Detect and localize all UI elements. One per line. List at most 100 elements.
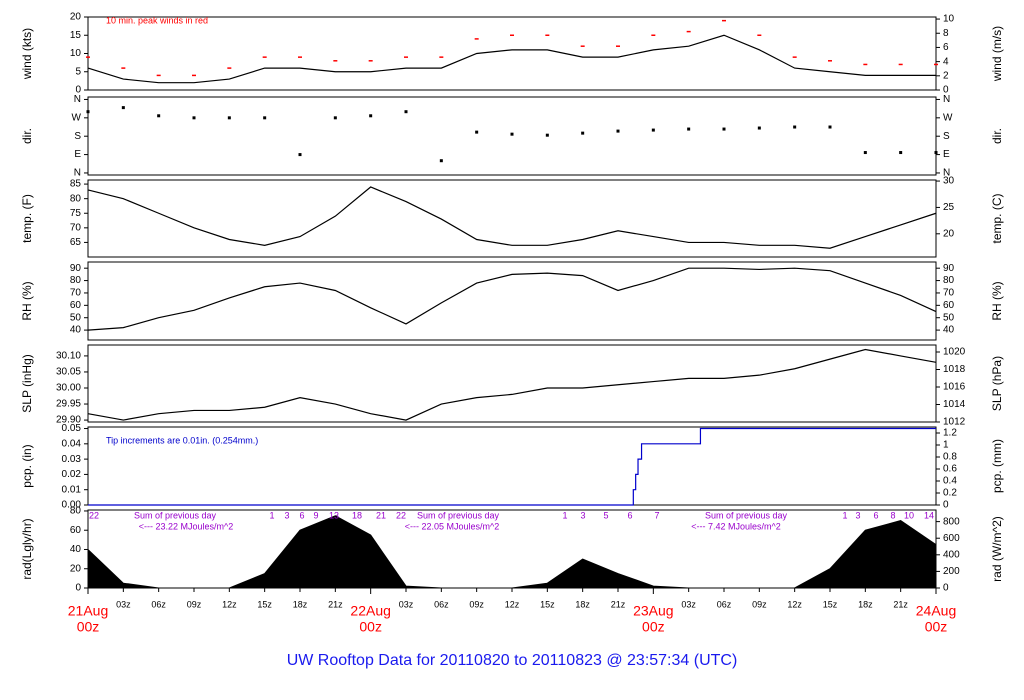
- day-date-label: 23Aug: [633, 603, 673, 619]
- y2-axis-label: rad (W/m^2): [990, 516, 1004, 582]
- dir-point: [687, 127, 691, 131]
- hour-label: 6: [299, 510, 304, 520]
- day-hour-label: 00z: [925, 619, 948, 635]
- hour-label: 7: [654, 510, 659, 520]
- dir-point: [298, 153, 302, 157]
- panel-frame: [87, 344, 937, 423]
- y-axis-label: SLP (inHg): [20, 354, 34, 412]
- x-tick-label: 12z: [505, 599, 520, 609]
- y-tick-label: 0.6: [943, 464, 957, 475]
- y-tick-label: 85: [70, 179, 82, 190]
- y-tick-label: 0.05: [62, 423, 82, 434]
- hour-label: 3: [284, 510, 289, 520]
- y-tick-label: 70: [70, 222, 82, 233]
- y-tick-label: 30: [943, 176, 955, 187]
- hour-label: 21: [376, 510, 386, 520]
- y-axis-label: dir.: [20, 128, 34, 144]
- x-tick-label: 21z: [611, 599, 626, 609]
- y-axis-label: pcp. (in): [20, 444, 34, 487]
- hour-label: 1: [842, 510, 847, 520]
- panel-frame: [87, 16, 937, 91]
- x-tick-label: 06z: [434, 599, 449, 609]
- y-tick-label: 80: [70, 193, 82, 204]
- x-tick-label: 09z: [752, 599, 767, 609]
- daily-sum-label: Sum of previous day: [134, 510, 217, 520]
- y-tick-label: 4: [943, 56, 949, 67]
- y-tick-label: 0: [943, 85, 949, 96]
- y-tick-label: 1018: [943, 364, 966, 375]
- y-axis-label: temp. (F): [20, 194, 34, 243]
- y2-axis-label: wind (m/s): [990, 26, 1004, 82]
- page-title: UW Rooftop Data for 20110820 to 20110823…: [287, 652, 738, 669]
- x-tick-label: 06z: [151, 599, 166, 609]
- series-line: [87, 348, 937, 421]
- y2-axis-label: dir.: [990, 128, 1004, 144]
- y-tick-label: S: [943, 131, 950, 142]
- y-tick-label: 80: [943, 275, 955, 286]
- dir-point: [616, 129, 620, 133]
- y-tick-label: 1.2: [943, 428, 957, 439]
- y-tick-label: 30.10: [56, 351, 81, 362]
- y-tick-label: 25: [943, 202, 955, 213]
- hour-label: 10: [904, 510, 914, 520]
- y-tick-label: 60: [70, 525, 82, 536]
- day-date-label: 21Aug: [68, 603, 108, 619]
- series-line: [87, 267, 937, 331]
- x-tick-label: 15z: [257, 599, 272, 609]
- y-tick-label: 10: [70, 48, 82, 59]
- panel-frame: [87, 96, 937, 176]
- x-tick-label: 09z: [187, 599, 202, 609]
- dir-point: [722, 127, 726, 131]
- y-tick-label: N: [943, 94, 950, 105]
- y-tick-label: 0: [75, 583, 81, 594]
- hour-label: 6: [627, 510, 632, 520]
- y-tick-label: 0.2: [943, 488, 957, 499]
- dir-point: [475, 130, 479, 134]
- y-tick-label: N: [943, 168, 950, 179]
- y-tick-label: 5: [75, 66, 81, 77]
- y-tick-label: 50: [943, 312, 955, 323]
- y-tick-label: E: [74, 149, 81, 160]
- y-tick-label: 40: [943, 325, 955, 336]
- daily-sum-total: <--- 7.42 MJoules/m^2: [691, 521, 781, 531]
- daily-sum-label: Sum of previous day: [417, 510, 500, 520]
- dir-point: [757, 126, 761, 130]
- hour-label: 9: [313, 510, 318, 520]
- annotation: Tip increments are 0.01in. (0.254mm.): [106, 435, 258, 445]
- y-tick-label: 20: [70, 563, 82, 574]
- annotation: 10 min. peak winds in red: [106, 15, 208, 25]
- daily-sum-label: Sum of previous day: [705, 510, 788, 520]
- hour-label: 6: [873, 510, 878, 520]
- hour-label: 1: [562, 510, 567, 520]
- x-tick-label: 21z: [328, 599, 343, 609]
- dir-point: [369, 114, 373, 118]
- y-tick-label: 0.8: [943, 452, 957, 463]
- y2-axis-label: RH (%): [990, 281, 1004, 320]
- dir-point: [333, 116, 337, 120]
- y-tick-label: 8: [943, 28, 949, 39]
- rad-area: [87, 515, 937, 589]
- x-tick-label: 15z: [823, 599, 838, 609]
- hour-label: 8: [890, 510, 895, 520]
- y-tick-label: 1014: [943, 399, 966, 410]
- hour-label: 13: [329, 510, 339, 520]
- daily-sum-total: <--- 23.22 MJoules/m^2: [139, 521, 234, 531]
- x-tick-label: 09z: [469, 599, 484, 609]
- y-tick-label: 1020: [943, 347, 966, 358]
- x-tick-label: 18z: [858, 599, 873, 609]
- y-tick-label: 0: [943, 583, 949, 594]
- y-tick-label: 0: [75, 85, 81, 96]
- y-tick-label: N: [74, 168, 81, 179]
- y-tick-label: 20: [70, 12, 82, 23]
- y-tick-label: 65: [70, 237, 82, 248]
- y-tick-label: 200: [943, 566, 960, 577]
- day-hour-label: 00z: [77, 619, 100, 635]
- y-tick-label: 1: [943, 440, 949, 451]
- y-axis-label: RH (%): [20, 281, 34, 320]
- x-tick-label: 03z: [399, 599, 414, 609]
- panel-frame: [87, 261, 937, 341]
- dir-point: [863, 151, 867, 155]
- x-tick-label: 03z: [681, 599, 696, 609]
- dir-point: [651, 128, 655, 132]
